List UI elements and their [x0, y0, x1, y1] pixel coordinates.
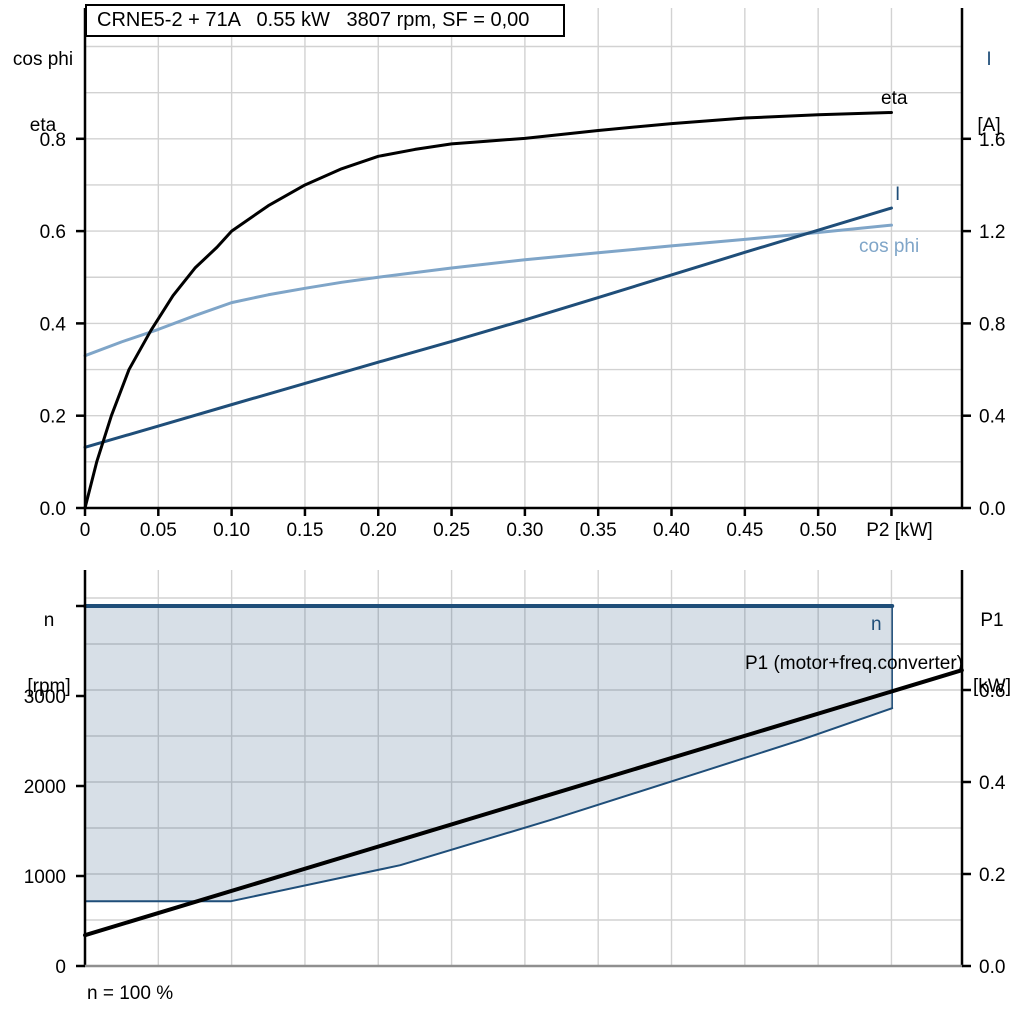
top-left-axis-label: cos phi eta [4, 5, 82, 181]
x-tick-label: 0.50 [800, 520, 837, 541]
left-tick-label: 2000 [24, 777, 66, 798]
x-tick-label: 0.40 [653, 520, 690, 541]
x-tick-label: 0.15 [286, 520, 323, 541]
left-tick-label: 0.8 [40, 130, 66, 151]
x-tick-label: 0.10 [213, 520, 250, 541]
right-tick-label: 1.6 [979, 130, 1005, 151]
right-tick-label: 0.0 [979, 499, 1005, 520]
left-tick-label: 0.6 [40, 222, 66, 243]
chart-title-box: CRNE5-2 + 71A 0.55 kW 3807 rpm, SF = 0,0… [85, 4, 565, 37]
bottom-left-axis-label-line2: [rpm] [27, 676, 71, 697]
speed-percentage-note: n = 100 % [87, 983, 174, 1004]
series-n-min-boundary [84, 707, 894, 903]
top-right-axis-label: I [A] [958, 5, 1020, 181]
x-axis-unit-label: P2 [kW] [866, 520, 933, 541]
right-tick-label: 0.4 [979, 407, 1006, 428]
x-tick-label: 0.35 [580, 520, 617, 541]
right-tick-label: 1.2 [979, 222, 1005, 243]
left-tick-label: 0.2 [40, 407, 66, 428]
right-tick-label: 0.6 [979, 681, 1005, 702]
right-tick-label: 0.8 [979, 314, 1005, 335]
series-eta [83, 110, 893, 510]
x-tick-label: 0.05 [140, 520, 177, 541]
x-tick-label: 0.30 [506, 520, 543, 541]
bottom-right-axis-label-line2: [kW] [973, 676, 1011, 697]
right-tick-label: 0.4 [979, 773, 1006, 794]
series-cos-phi [83, 223, 893, 358]
left-tick-label: 0.4 [40, 314, 67, 335]
x-tick-label: 0.45 [726, 520, 763, 541]
current-curve-label: I [895, 184, 901, 205]
speed-curve-label: n [871, 614, 882, 635]
bottom-right-axis-label: P1 [kW] [964, 566, 1020, 742]
cos-phi-curve-label: cos phi [859, 236, 920, 257]
left-tick-label: 3000 [24, 687, 66, 708]
left-tick-label: 0.0 [40, 499, 66, 520]
top-right-axis-label-line1: I [986, 49, 992, 70]
top-left-axis-label-line1: cos phi [12, 49, 74, 70]
bottom-right-axis-label-line1: P1 [980, 610, 1004, 631]
x-tick-label: 0 [80, 520, 91, 541]
bottom-left-axis-label: n [rpm] [18, 566, 80, 742]
left-tick-label: 1000 [24, 867, 66, 888]
top-right-axis-label-line2: [A] [977, 115, 1001, 136]
x-tick-label: 0.25 [433, 520, 470, 541]
right-tick-label: 0.0 [979, 957, 1005, 978]
bottom-left-axis-label-line1: n [43, 610, 55, 631]
series-P1 [83, 668, 964, 938]
speed-range-area [85, 606, 893, 902]
eta-curve-label: eta [881, 88, 908, 109]
right-tick-label: 0.2 [979, 865, 1005, 886]
left-tick-label: 0 [55, 957, 66, 978]
p1-curve-label: P1 (motor+freq.converter) [744, 653, 963, 674]
x-tick-label: 0.20 [360, 520, 397, 541]
top-left-axis-label-line2: eta [29, 115, 57, 136]
series-I [83, 206, 893, 449]
